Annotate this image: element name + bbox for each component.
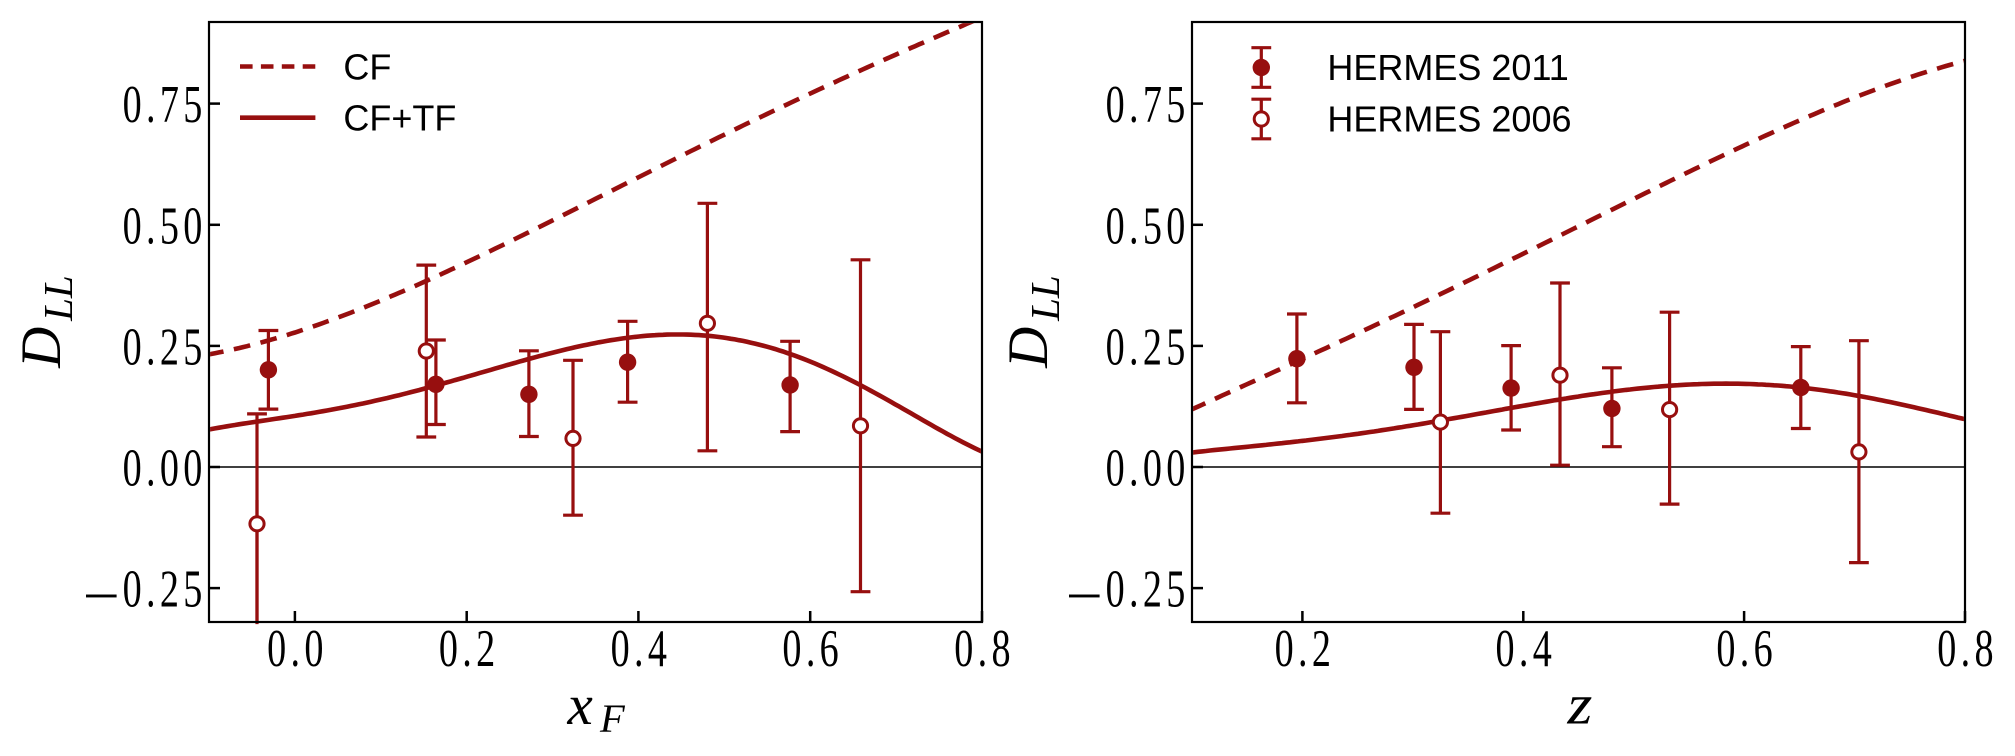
svg-text:LL: LL [35,275,81,322]
svg-text:0.8: 0.8 [954,619,1015,678]
svg-text:0.25: 0.25 [123,560,207,619]
svg-text:0.25: 0.25 [1106,560,1190,619]
svg-text:LL: LL [1022,275,1068,322]
svg-text:x: x [567,674,593,737]
svg-text:0.6: 0.6 [1716,619,1777,678]
svg-text:0.00: 0.00 [1106,439,1190,498]
svg-text:0.2: 0.2 [1275,619,1336,678]
svg-text:z: z [1566,674,1592,737]
svg-text:0.50: 0.50 [123,196,207,255]
svg-text:0.8: 0.8 [1937,619,1998,678]
svg-text:0.00: 0.00 [123,439,207,498]
svg-text:0.50: 0.50 [1106,196,1190,255]
svg-text:0.2: 0.2 [439,619,500,678]
svg-text:F: F [599,696,626,741]
svg-text:0.0: 0.0 [267,619,328,678]
svg-text:D: D [10,327,73,369]
svg-text:CF+TF: CF+TF [343,98,456,139]
svg-text:0.75: 0.75 [1106,75,1190,134]
svg-text:0.6: 0.6 [782,619,843,678]
svg-text:CF: CF [343,47,391,88]
svg-text:0.25: 0.25 [123,317,207,376]
svg-text:HERMES 2011: HERMES 2011 [1327,47,1568,88]
svg-text:0.4: 0.4 [1495,619,1556,678]
svg-text:D: D [997,327,1060,369]
svg-text:0.75: 0.75 [123,75,207,134]
svg-text:HERMES 2006: HERMES 2006 [1327,98,1571,139]
svg-text:0.25: 0.25 [1106,317,1190,376]
svg-text:0.4: 0.4 [611,619,672,678]
